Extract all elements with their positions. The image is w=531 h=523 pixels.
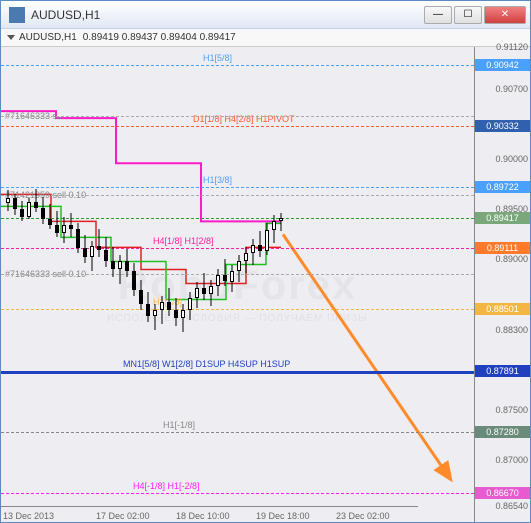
level-line (1, 187, 474, 188)
y-tick: 0.89000 (495, 254, 528, 264)
price-badge: 0.89111 (475, 242, 530, 254)
price-badge: 0.86670 (475, 487, 530, 499)
dropdown-icon[interactable] (7, 35, 15, 40)
maximize-icon: ☐ (464, 9, 473, 20)
y-tick: 0.87500 (495, 405, 528, 415)
y-tick: 0.88300 (495, 325, 528, 335)
titlebar[interactable]: AUDUSD,H1 — ☐ ✕ (1, 1, 530, 29)
x-tick: 18 Dec 10:00 (176, 511, 230, 521)
level-label: H1[-1/8] (161, 420, 197, 430)
price-badge: 0.90332 (475, 120, 530, 132)
level-line (1, 65, 474, 66)
level-label: H4[-1/8] H1[-2/8] (131, 481, 202, 491)
trade-line (1, 195, 474, 196)
price-badge: 0.89722 (475, 181, 530, 193)
level-line (1, 432, 474, 433)
chart-header: AUDUSD,H1 0.89419 0.89437 0.89404 0.8941… (1, 29, 530, 47)
price-badge: 0.88501 (475, 303, 530, 315)
price-badge: 0.90942 (475, 59, 530, 71)
y-tick: 0.87000 (495, 455, 528, 465)
chart-symbol: AUDUSD,H1 (19, 32, 77, 43)
plot-area[interactable]: RoboForex ИСПОЛНЯЕМ УСЛОВИЯ — ПОЛУЧАЕМ П… (1, 47, 474, 522)
level-line (1, 493, 474, 494)
level-line (1, 309, 474, 310)
level-line (1, 218, 474, 219)
x-tick: 13 Dec 2013 (3, 511, 54, 521)
window-controls: — ☐ ✕ (424, 6, 526, 24)
level-line (1, 126, 474, 127)
minimize-icon: — (433, 9, 443, 20)
y-axis: 0.911200.907000.900000.895000.890000.883… (474, 47, 530, 522)
price-badge: 0.89417 (475, 212, 530, 224)
maximize-button[interactable]: ☐ (454, 6, 482, 24)
minimize-button[interactable]: — (424, 6, 452, 24)
trade-line (1, 116, 474, 117)
level-label: MN1[5/8] W1[2/8] D1SUP H4SUP H1SUP (121, 359, 292, 369)
x-axis: 13 Dec 2013 17 Dec 02:00 18 Dec 10:00 19 De… (1, 506, 418, 522)
level-line (1, 248, 474, 249)
y-tick: 0.91120 (496, 42, 528, 52)
x-tick: 23 Dec 02:00 (336, 511, 390, 521)
y-tick: 0.90700 (495, 84, 528, 94)
chart-area[interactable]: RoboForex ИСПОЛНЯЕМ УСЛОВИЯ — ПОЛУЧАЕМ П… (1, 47, 530, 522)
app-icon (9, 7, 25, 23)
forecast-arrow (283, 234, 451, 480)
level-line (1, 371, 474, 374)
level-label: H1[3/8] (201, 175, 234, 185)
trade-line (1, 274, 474, 275)
level-label: H1[5/8] (201, 53, 234, 63)
y-tick: 0.86540 (495, 501, 528, 511)
price-badge: 0.87891 (475, 365, 530, 377)
y-tick: 0.90000 (495, 154, 528, 164)
level-label: H4[1/8] H1[2/8] (151, 236, 216, 246)
x-tick: 19 Dec 18:00 (256, 511, 310, 521)
price-badge: 0.87280 (475, 426, 530, 438)
window-title: AUDUSD,H1 (31, 8, 424, 22)
close-button[interactable]: ✕ (484, 6, 526, 24)
close-icon: ✕ (501, 9, 509, 20)
x-tick: 17 Dec 02:00 (96, 511, 150, 521)
chart-ohlc: 0.89419 0.89437 0.89404 0.89417 (83, 32, 236, 43)
chart-window: AUDUSD,H1 — ☐ ✕ AUDUSD,H1 0.89419 0.8943… (0, 0, 531, 523)
